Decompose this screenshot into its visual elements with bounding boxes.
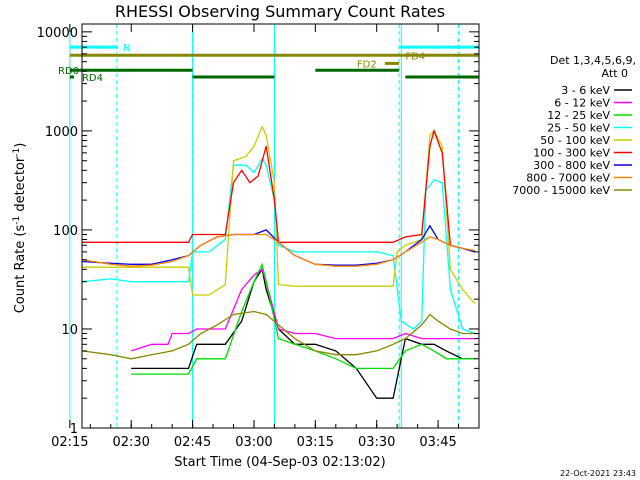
- legend-entry-label: 800 - 7000 keV: [526, 172, 610, 185]
- legend-entry-label: 7000 - 15000 keV: [512, 184, 610, 197]
- series-line: [82, 310, 475, 360]
- legend-entry-label: 50 - 100 keV: [540, 134, 610, 147]
- chart-title: RHESSI Observing Summary Count Rates: [115, 2, 445, 21]
- x-tick-label: 02:15: [51, 435, 88, 450]
- annotation-label: FD2: [357, 59, 377, 70]
- y-tick-label: 1000: [45, 125, 78, 140]
- x-tick-label: 03:15: [297, 435, 334, 450]
- annotation-label: FD4: [405, 51, 425, 62]
- y-axis-label-end: ): [13, 143, 28, 148]
- plot-area: [82, 24, 479, 428]
- legend-entry-label: 3 - 6 keV: [561, 84, 610, 97]
- legend-entry-label: 100 - 300 keV: [533, 147, 610, 160]
- legend-header-line1: Det 1,3,4,5,6,9,: [550, 54, 636, 67]
- footer-timestamp: 22-Oct-2021 23:43: [560, 469, 636, 478]
- y-tick-label: 10: [61, 323, 78, 338]
- legend-entry-label: 25 - 50 keV: [547, 122, 610, 135]
- series-line: [82, 125, 476, 305]
- annotation-label: RD0: [58, 66, 79, 77]
- x-tick-label: 02:30: [112, 435, 149, 450]
- plot-frame: [81, 23, 480, 429]
- series-line: [131, 268, 475, 352]
- series-line: [82, 128, 476, 253]
- series-group: [81, 125, 476, 399]
- y-axis-label: Count Rate (s-1 detector-1): [12, 143, 28, 314]
- x-tick-label: 03:30: [358, 435, 395, 450]
- legend-entry-label: 12 - 25 keV: [547, 109, 610, 122]
- y-axis-label-mid: detector: [13, 156, 28, 216]
- series-line: [131, 267, 475, 399]
- annotation-label: N: [123, 43, 130, 54]
- x-tick-label: 03:00: [235, 435, 272, 450]
- legend-header-line2: Att 0: [602, 67, 628, 80]
- legend-entry-label: 6 - 12 keV: [554, 97, 610, 110]
- legend-entry-label: 300 - 800 keV: [533, 159, 610, 172]
- y-tick-label: 1: [70, 422, 78, 437]
- series-line: [131, 262, 475, 375]
- y-axis-label-main: Count Rate (s: [13, 225, 28, 314]
- x-ticks: 02:15 02:30 02:45 03:00 03:15 03:30 03:45: [51, 24, 460, 450]
- y-axis-label-sup2: -1: [12, 148, 22, 157]
- plot-background: [82, 24, 479, 428]
- annotation-label: RD4: [82, 73, 103, 84]
- x-tick-label: 02:45: [174, 435, 211, 450]
- x-tick-label: 03:45: [419, 435, 456, 450]
- y-tick-label: 10000: [37, 26, 78, 41]
- axes: [81, 23, 480, 429]
- y-ticks: 1 10 100 1000 10000: [37, 26, 479, 437]
- y-axis-label-sup1: -1: [12, 216, 22, 225]
- series-line: [81, 233, 476, 267]
- y-tick-label: 100: [53, 224, 78, 239]
- x-axis-label: Start Time (04-Sep-03 02:13:02): [174, 455, 385, 470]
